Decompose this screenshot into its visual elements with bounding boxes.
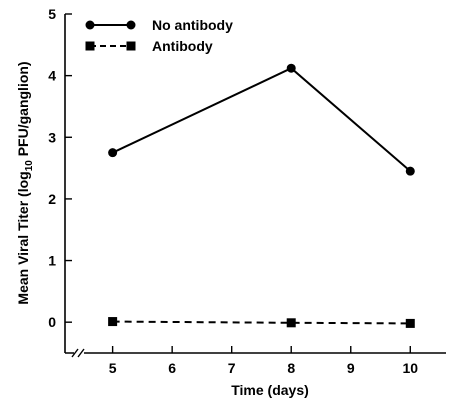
data-point-circle — [108, 148, 118, 158]
legend-marker-square — [85, 41, 95, 51]
x-tick-label: 9 — [347, 360, 355, 376]
x-tick-label: 6 — [168, 360, 176, 376]
series-layer — [108, 63, 415, 328]
legend-item: No antibody — [85, 17, 233, 33]
x-tick-label: 5 — [109, 360, 117, 376]
x-axis-title: Time (days) — [231, 382, 309, 398]
legend-label: No antibody — [152, 17, 233, 33]
axes: 0 1 2 3 4 5 5 6 7 8 9 10 — [48, 6, 446, 376]
legend-marker-square — [126, 41, 136, 51]
y-tick-label: 5 — [48, 6, 56, 22]
x-tick-label: 7 — [228, 360, 236, 376]
x-tick-label: 8 — [287, 360, 295, 376]
data-point-circle — [286, 63, 296, 73]
series-no-antibody — [108, 63, 415, 176]
axis-break-slash — [71, 348, 79, 358]
legend-marker-circle — [126, 20, 136, 30]
y-axis-title-rest: PFU/ganglion) — [15, 61, 31, 160]
y-tick-label: 1 — [48, 253, 56, 269]
y-tick-label: 3 — [48, 129, 56, 145]
y-tick-label: 2 — [48, 191, 56, 207]
legend-label: Antibody — [152, 38, 213, 54]
axis-break-gap — [74, 349, 84, 357]
x-ticks: 5 6 7 8 9 10 — [109, 346, 418, 376]
data-point-square — [405, 318, 415, 328]
data-point-square — [286, 318, 296, 328]
x-tick-label: 10 — [402, 360, 418, 376]
series-line — [112, 67, 411, 172]
series-line — [112, 320, 411, 325]
legend-item: Antibody — [85, 38, 213, 54]
data-point-square — [108, 317, 118, 327]
legend-marker-circle — [85, 20, 95, 30]
data-point-circle — [405, 166, 415, 176]
y-tick-label: 4 — [48, 68, 56, 84]
y-axis-title-main: Mean Viral Titer (log — [15, 171, 31, 304]
y-ticks: 0 1 2 3 4 5 — [48, 6, 72, 330]
legend: No antibody Antibody — [85, 17, 233, 54]
y-axis-title-subscript: 10 — [24, 160, 35, 172]
axis-break-slash — [77, 348, 85, 358]
y-axis-title: Mean Viral Titer (log10 PFU/ganglion) — [15, 61, 35, 304]
x-axis-break-mark — [71, 348, 85, 358]
series-antibody — [108, 317, 415, 328]
y-tick-label: 0 — [48, 314, 56, 330]
